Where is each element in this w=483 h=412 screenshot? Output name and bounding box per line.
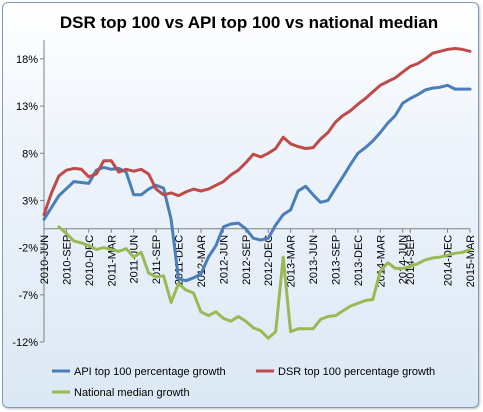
x-tick-label: 2013-JUN: [308, 235, 320, 285]
x-tick-label: 2013-SEP: [330, 235, 342, 285]
x-tick-label: 2013-MAR: [286, 235, 298, 288]
series-line-3: [57, 225, 472, 340]
x-tick-label: 2010-DEC: [84, 235, 96, 286]
legend-label: DSR top 100 percentage growth: [278, 366, 435, 378]
x-tick-label: 2012-DEC: [263, 235, 275, 286]
y-tick-label: -12%: [12, 337, 38, 349]
y-tick-label: -7%: [18, 290, 38, 302]
legend-label: National median growth: [74, 387, 190, 399]
series-line-1: [42, 83, 472, 283]
y-tick-label: 18%: [16, 54, 38, 66]
y-tick-label: -2%: [18, 243, 38, 255]
y-tick-label: 8%: [22, 148, 38, 160]
x-tick-label: 2012-JUN: [218, 235, 230, 285]
y-tick-label: 13%: [16, 101, 38, 113]
x-tick-label: 2015-MAR: [465, 235, 477, 288]
x-tick-label: 2014-JUN: [398, 235, 410, 285]
plot-area: -12% -7% -2% 3% 8% 13% 18% 2010-JUN 2010-SEP 2010…: [12, 40, 477, 349]
x-tick-label: 2014-SEP: [405, 235, 417, 285]
chart-title: DSR top 100 vs API top 100 vs national m…: [60, 13, 438, 32]
x-tick-label: 2013-DEC: [353, 235, 365, 286]
x-tick-label: 2011-MAR: [106, 235, 118, 287]
x-tick-label: 2010-JUN: [39, 235, 51, 285]
series-line-2: [42, 47, 472, 217]
x-tick-label: 2014-DEC: [443, 235, 455, 286]
legend: API top 100 percentage growth DSR top 100…: [52, 366, 435, 399]
legend-label: API top 100 percentage growth: [74, 366, 226, 378]
x-tick-label: 2011-SEP: [151, 235, 163, 284]
y-tick-label: 3%: [22, 195, 38, 207]
chart-frame: [2, 2, 479, 408]
x-tick-label: 2011-JUN: [129, 235, 141, 284]
x-tick-label: 2010-SEP: [61, 235, 73, 285]
x-tick-label: 2012-SEP: [241, 235, 253, 285]
